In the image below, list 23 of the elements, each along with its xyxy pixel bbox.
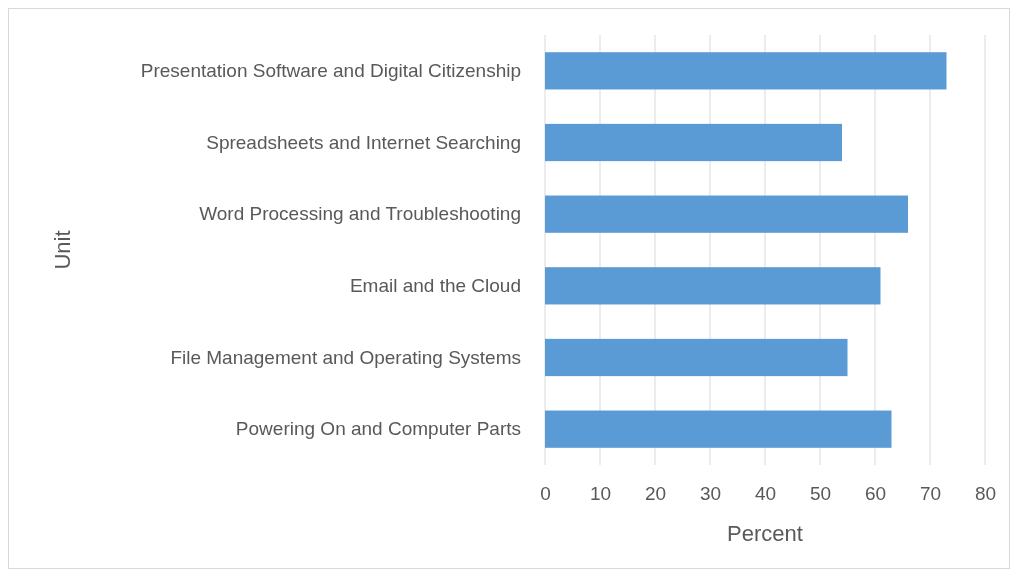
bar (545, 410, 892, 448)
x-tick-label: 50 (809, 483, 832, 505)
x-tick-label: 80 (974, 483, 997, 505)
bar (545, 52, 947, 90)
y-tick-label: Presentation Software and Digital Citizenship (140, 59, 521, 81)
y-tick-label: Powering On and Computer Parts (235, 418, 521, 440)
y-tick-label: File Management and Operating Systems (170, 346, 521, 368)
bar (545, 267, 881, 305)
x-tick-label: 0 (540, 483, 551, 505)
y-axis-title: Unit (50, 230, 75, 270)
bar (545, 195, 908, 233)
x-tick-label: 30 (699, 483, 722, 505)
bar (545, 123, 842, 162)
x-tick-label: 60 (864, 483, 887, 505)
x-tick-label: 70 (919, 483, 942, 505)
y-tick-label: Email and the Cloud (349, 274, 521, 296)
y-tick-label: Word Processing and Troubleshooting (199, 203, 521, 225)
x-axis-title: Percent (727, 521, 803, 546)
bar (545, 338, 848, 377)
x-tick-label: 10 (589, 483, 612, 505)
x-tick-label: 20 (644, 483, 667, 505)
y-tick-label: Spreadsheets and Internet Searching (206, 131, 521, 153)
x-tick-label: 40 (754, 483, 777, 505)
